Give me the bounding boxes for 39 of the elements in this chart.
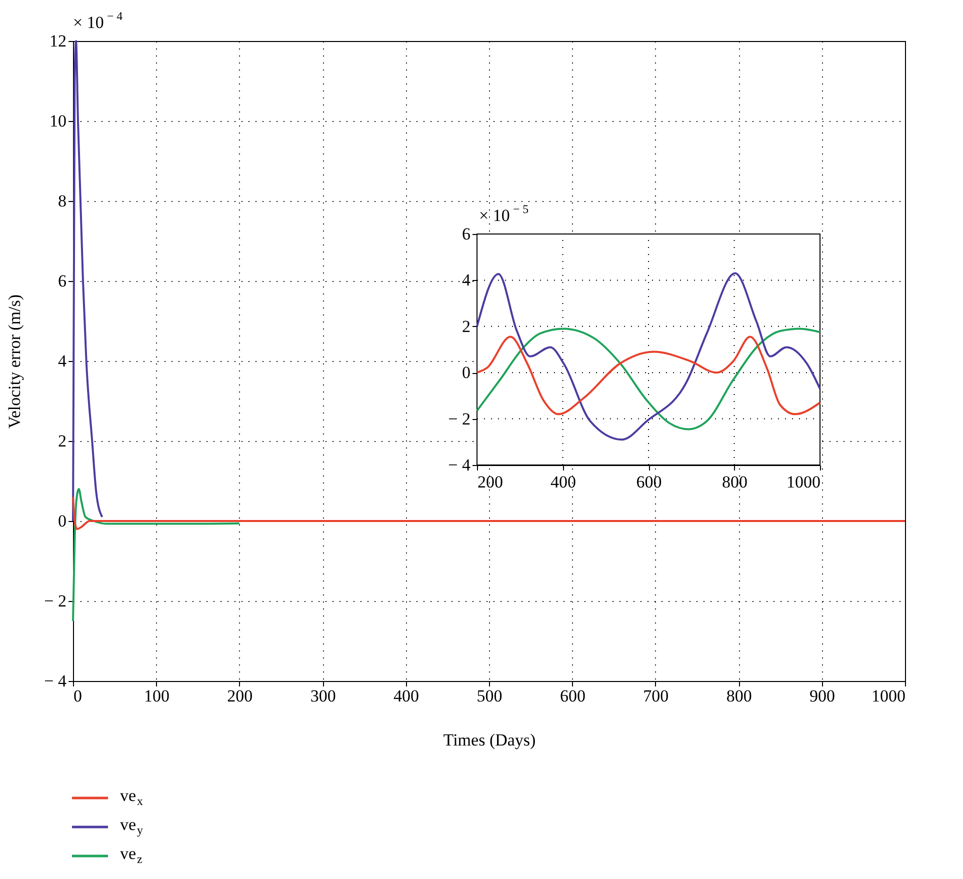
x-tick-label: 500 bbox=[476, 686, 502, 706]
line-series bbox=[72, 40, 104, 522]
line-series bbox=[476, 328, 821, 430]
y-tick-label: − 4 bbox=[448, 456, 471, 474]
line-series bbox=[476, 336, 821, 416]
x-tick-label: 1000 bbox=[786, 472, 820, 492]
y-tick-label: 10 bbox=[50, 112, 66, 130]
x-tick-label: 300 bbox=[310, 686, 336, 706]
x-tick-label: 100 bbox=[144, 686, 170, 706]
x-tick-label: 700 bbox=[643, 686, 669, 706]
y-tick-label: 0 bbox=[462, 363, 470, 382]
x-tick-label: 400 bbox=[394, 686, 420, 706]
y-tick-label: − 2 bbox=[44, 592, 66, 610]
y-tick-label: − 4 bbox=[44, 672, 67, 690]
line-series bbox=[72, 496, 906, 530]
y-axis-title: Velocity error (m/s) bbox=[5, 294, 24, 429]
x-tick-label: 600 bbox=[560, 686, 586, 706]
x-tick-label: 900 bbox=[810, 686, 836, 706]
x-tick-label: 1000 bbox=[872, 686, 906, 706]
x-tick-label: 800 bbox=[722, 472, 748, 492]
line-series bbox=[72, 488, 240, 622]
line-series bbox=[476, 272, 821, 441]
x-tick-label: 200 bbox=[478, 472, 503, 492]
x-tick-label: 200 bbox=[227, 686, 253, 706]
x-tick-label: 0 bbox=[74, 686, 82, 706]
x-tick-label: 600 bbox=[636, 472, 662, 492]
y-tick-label: 4 bbox=[58, 352, 67, 370]
y-tick-label: 0 bbox=[58, 512, 66, 530]
y-tick-label: 6 bbox=[58, 272, 66, 290]
y-tick-label: 2 bbox=[462, 316, 470, 336]
y-tick-label: 2 bbox=[58, 432, 66, 450]
y-tick-label: − 2 bbox=[448, 409, 470, 428]
y-tick-label: 12 bbox=[50, 32, 66, 50]
y-tick-label: 8 bbox=[58, 192, 66, 210]
x-tick-label: 800 bbox=[726, 686, 752, 706]
y-tick-label: 4 bbox=[462, 270, 471, 290]
x-tick-label: 400 bbox=[550, 472, 576, 492]
x-axis-title: Times (Days) bbox=[443, 730, 536, 750]
y-tick-label: 6 bbox=[462, 224, 470, 244]
